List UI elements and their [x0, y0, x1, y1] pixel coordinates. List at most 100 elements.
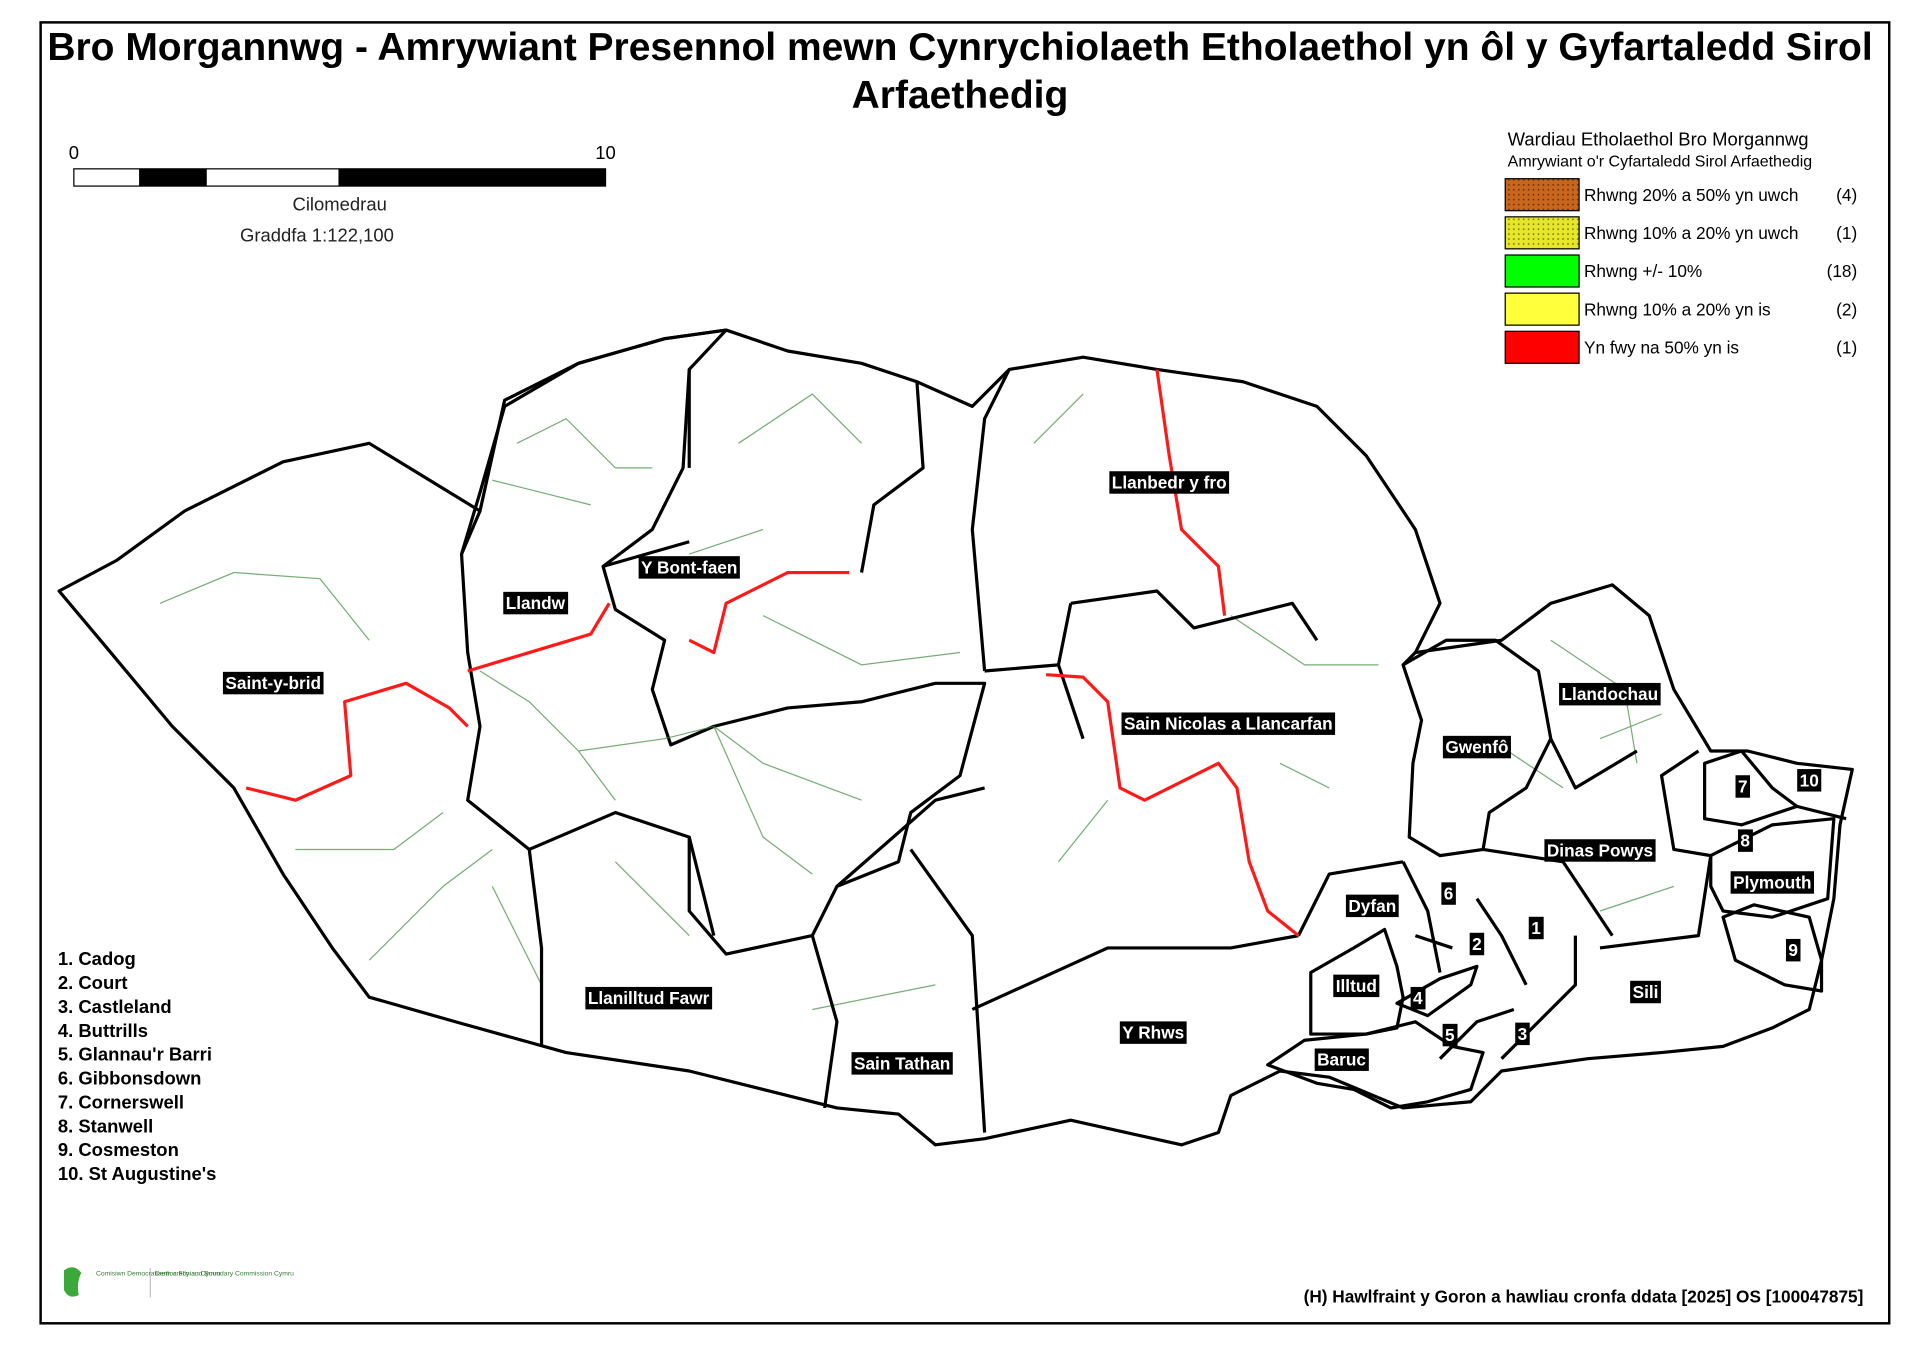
ward-label: Illtud [1333, 974, 1380, 998]
scale-ratio: Graddfa 1:122,100 [240, 224, 394, 245]
ward-labels: Llanbedr y fro Y Bont-faen Llandw Saint-y-b… [222, 471, 1822, 1075]
ward-name: Gwenfô [1445, 737, 1508, 757]
ward-name: 7 [1738, 776, 1748, 796]
ward-label: 6 [1441, 882, 1456, 905]
key-item: 8. Stanwell [58, 1115, 153, 1136]
red-boundary [245, 369, 1300, 937]
legend-swatch [1504, 216, 1580, 250]
ward-label: Sili [1630, 980, 1661, 1004]
ward-label: Gwenfô [1442, 735, 1511, 759]
scale-unit: Cilomedrau [293, 194, 387, 215]
logo-text: Democracy and Boundary Commission Cymru [155, 1270, 294, 1277]
ward-boundary [460, 368, 1847, 1133]
ward-label: Sain Tathan [851, 1052, 953, 1075]
label-box [1442, 1023, 1458, 1047]
ward-name: Llanilltud Fawr [588, 988, 710, 1008]
ward-name: 2 [1472, 934, 1482, 954]
ward-name: Sain Nicolas a Llancarfan [1124, 714, 1333, 734]
ward-name: Y Rhws [1122, 1023, 1184, 1043]
ward-label: 10 [1797, 769, 1822, 792]
area-brown [1401, 638, 1553, 858]
label-box [1410, 986, 1426, 1010]
ward-label: 8 [1737, 829, 1753, 852]
copyright: (H) Hawlfraint y Goron a hawliau cronfa … [1304, 1286, 1864, 1306]
label-box [1785, 938, 1801, 962]
label-box [851, 1052, 953, 1075]
label-box [1630, 980, 1661, 1004]
area-yellow [1395, 964, 1479, 1018]
legend-label: Rhwng 10% a 20% yn is [1584, 299, 1771, 319]
label-box [1544, 839, 1656, 862]
label-box [1121, 712, 1336, 735]
label-box [1515, 1022, 1530, 1046]
ward-label: Llandochau [1559, 682, 1661, 706]
area-yellow [1266, 1020, 1485, 1110]
ward-label: 4 [1410, 986, 1426, 1010]
key-item: 6. Gibbonsdown [58, 1068, 202, 1089]
area-red [1721, 903, 1824, 993]
key-item: 5. Glannau'r Barri [58, 1044, 212, 1065]
ward-label: Sain Nicolas a Llancarfan [1121, 712, 1336, 735]
legend-count: (18) [1827, 261, 1858, 281]
ward-name: 1 [1531, 918, 1541, 938]
legend-swatch [1504, 254, 1580, 288]
ward-name: Baruc [1317, 1050, 1366, 1070]
ward-label: Plymouth [1730, 871, 1814, 894]
logo-icon [64, 1267, 82, 1297]
frame [39, 21, 1891, 1325]
legend-count: (1) [1836, 337, 1857, 357]
ward-name: Dinas Powys [1547, 840, 1653, 860]
legend-label: Rhwng 20% a 50% yn uwch [1584, 185, 1798, 205]
ward-label: 9 [1785, 938, 1801, 962]
ward-name: 9 [1788, 940, 1798, 960]
key-item: 4. Buttrills [58, 1020, 148, 1041]
label-box [1345, 894, 1399, 918]
ward-name: Saint-y-brid [225, 673, 321, 693]
ward-label: Dyfan [1345, 894, 1399, 918]
sub-boundary [159, 393, 1675, 1011]
label-box [1559, 682, 1661, 706]
legend-swatch [1504, 178, 1580, 212]
ward-name: 5 [1445, 1025, 1455, 1045]
area-brown [459, 328, 987, 956]
label-box [1737, 829, 1753, 852]
ward-name: Dyfan [1348, 896, 1396, 916]
label-box [1797, 769, 1822, 792]
key-item: 3. Castleland [58, 996, 172, 1017]
ward-label: 7 [1735, 775, 1751, 798]
label-box [638, 556, 740, 579]
ward-label: Saint-y-brid [222, 671, 324, 695]
label-box [1469, 932, 1485, 956]
legend-title: Wardiau Etholaethol Bro Morgannwg [1508, 128, 1809, 149]
ward-label: Llanbedr y fro [1109, 471, 1230, 494]
ward-label: 5 [1442, 1023, 1458, 1047]
label-box [503, 591, 569, 615]
ward-name: 8 [1740, 831, 1750, 851]
title: Bro Morgannwg - Amrywiant Presennol mewn… [47, 26, 1873, 117]
scale-bar: 0 10 Cilomedrau Graddfa 1:122,100 [69, 142, 616, 245]
ward-name: Llanbedr y fro [1112, 472, 1227, 492]
legend: Wardiau Etholaethol Bro Morgannwg Amrywi… [1504, 128, 1858, 364]
legend-label: Yn fwy na 50% yn is [1584, 337, 1739, 357]
label-box [1119, 1021, 1187, 1044]
key-list: 1. Cadog 2. Court 3. Castleland 4. Buttrill… [58, 948, 217, 1184]
ward-name: 6 [1444, 884, 1454, 904]
area-brown [1709, 817, 1836, 919]
key-item: 2. Court [58, 972, 128, 993]
area-brown [1309, 927, 1405, 1036]
ward-label: Llanilltud Fawr [585, 986, 713, 1010]
ward-name: Illtud [1336, 976, 1377, 996]
scale-end: 10 [595, 142, 616, 163]
legend-label: Rhwng 10% a 20% yn uwch [1584, 223, 1798, 243]
label-box [585, 986, 713, 1010]
logo: Comisiwn Democratiaeth a Ffiniau Cymru D… [64, 1267, 294, 1298]
ward-label: 1 [1528, 916, 1544, 940]
ward-label: 3 [1515, 1022, 1530, 1046]
label-box [1314, 1048, 1369, 1071]
legend-label: Rhwng +/- 10% [1584, 261, 1702, 281]
ward-name: Sain Tathan [854, 1053, 950, 1073]
ward-label: Dinas Powys [1544, 839, 1656, 862]
ward-label: Baruc [1314, 1048, 1369, 1071]
legend-swatch [1504, 330, 1580, 364]
label-box [222, 671, 324, 695]
